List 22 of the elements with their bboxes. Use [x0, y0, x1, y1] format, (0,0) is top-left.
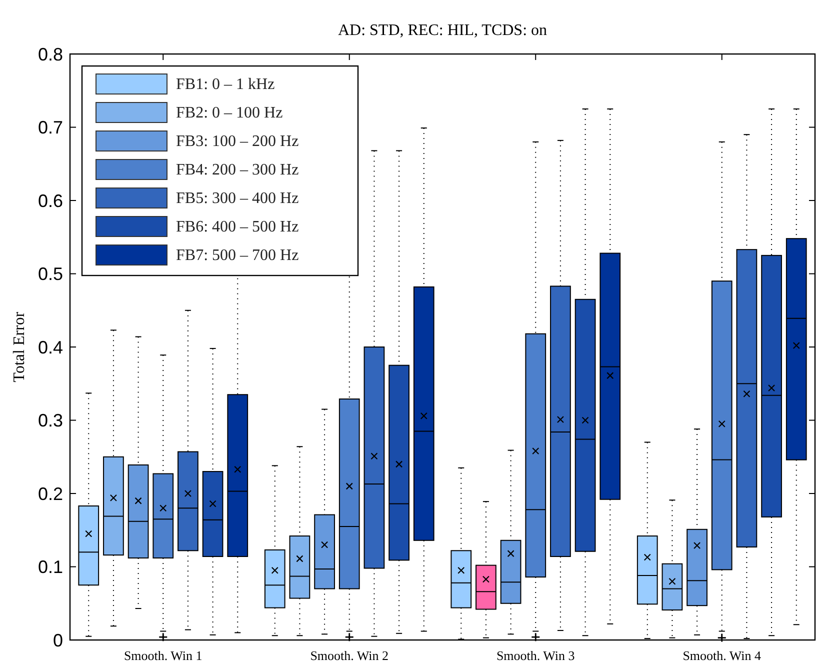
legend-label: FB3: 100 – 200 Hz: [176, 133, 299, 150]
y-tick-label: 0.3: [38, 410, 63, 431]
y-tick-label: 0.5: [38, 264, 63, 284]
chart-title: AD: STD, REC: HIL, TCDS: on: [338, 22, 548, 39]
x-tick-label: Smooth. Win 3: [496, 648, 575, 663]
legend-label: FB6: 400 – 500 Hz: [176, 218, 299, 236]
legend-label: FB5: 300 – 400 Hz: [176, 190, 299, 207]
y-tick-label: 0: [52, 630, 63, 650]
x-tick-label: Smooth. Win 4: [682, 648, 762, 663]
legend-label: FB2: 0 – 100 Hz: [176, 104, 283, 122]
y-tick-label: 0.2: [38, 484, 63, 504]
legend-label: FB4: 200 – 300 Hz: [176, 162, 299, 178]
y-tick-label: 0.1: [38, 557, 63, 578]
y-tick-label: 0.8: [38, 44, 63, 64]
x-tick-label: Smooth. Win 1: [124, 648, 202, 663]
legend-label: FB1: 0 – 1 kHz: [176, 76, 275, 93]
y-tick-label: 0.7: [38, 118, 63, 138]
y-tick-label: 0.4: [38, 337, 63, 358]
y-tick-label: 0.6: [38, 190, 63, 211]
y-axis-title: Total Error: [11, 311, 28, 382]
legend-label: FB7: 500 – 700 Hz: [176, 247, 299, 264]
x-tick-label: Smooth. Win 2: [310, 648, 389, 663]
